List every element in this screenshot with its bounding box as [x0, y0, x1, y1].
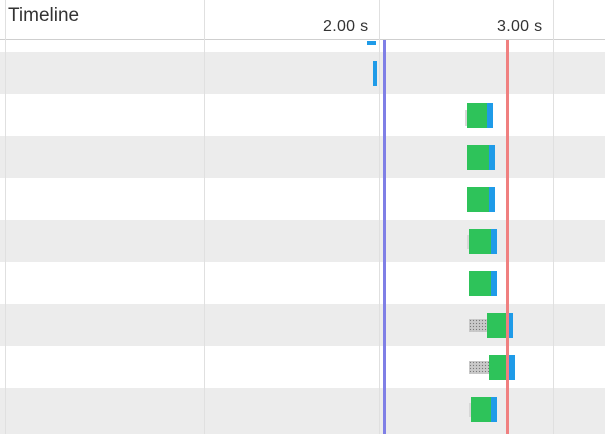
receiving-bar[interactable] [489, 145, 495, 170]
receiving-bar[interactable] [487, 103, 493, 128]
receiving-bar[interactable] [491, 271, 497, 296]
queued-bar[interactable] [469, 361, 489, 374]
waiting-bar[interactable] [471, 397, 491, 422]
tick-label-2s: 2.00 s [323, 18, 369, 35]
waiting-bar[interactable] [467, 145, 489, 170]
waiting-bar[interactable] [467, 187, 489, 212]
grid-line [204, 0, 205, 434]
receiving-bar[interactable] [373, 61, 377, 86]
waiting-bar[interactable] [469, 229, 491, 254]
grid-line [379, 0, 380, 434]
receiving-bar[interactable] [367, 41, 376, 45]
load-event-marker [506, 40, 509, 434]
waterfall-row[interactable] [0, 136, 605, 178]
waterfall-row[interactable] [0, 388, 605, 434]
waterfall-row[interactable] [0, 262, 605, 304]
waterfall-row[interactable] [0, 178, 605, 220]
waiting-bar[interactable] [489, 355, 509, 380]
timeline-title: Timeline [8, 5, 80, 26]
receiving-bar[interactable] [491, 229, 497, 254]
waterfall-row[interactable] [0, 52, 605, 94]
waiting-bar[interactable] [467, 103, 487, 128]
receiving-bar[interactable] [489, 187, 495, 212]
receiving-bar[interactable] [491, 397, 497, 422]
dom-content-loaded-marker [383, 40, 386, 434]
waterfall-row[interactable] [0, 220, 605, 262]
waterfall-row[interactable] [0, 304, 605, 346]
grid-line [5, 0, 6, 434]
waterfall-row[interactable] [0, 94, 605, 136]
waiting-bar[interactable] [487, 313, 507, 338]
blocked-bar [467, 235, 469, 249]
waiting-bar[interactable] [469, 271, 491, 296]
receiving-bar[interactable] [507, 313, 513, 338]
blocked-bar [465, 110, 467, 126]
queued-bar[interactable] [469, 319, 487, 332]
waterfall-row[interactable] [0, 40, 605, 52]
blocked-bar [469, 403, 471, 417]
grid-line [553, 0, 554, 434]
receiving-bar[interactable] [509, 355, 515, 380]
timeline-header: Timeline 2.00 s 3.00 s [0, 0, 605, 40]
tick-label-3s: 3.00 s [497, 18, 543, 35]
